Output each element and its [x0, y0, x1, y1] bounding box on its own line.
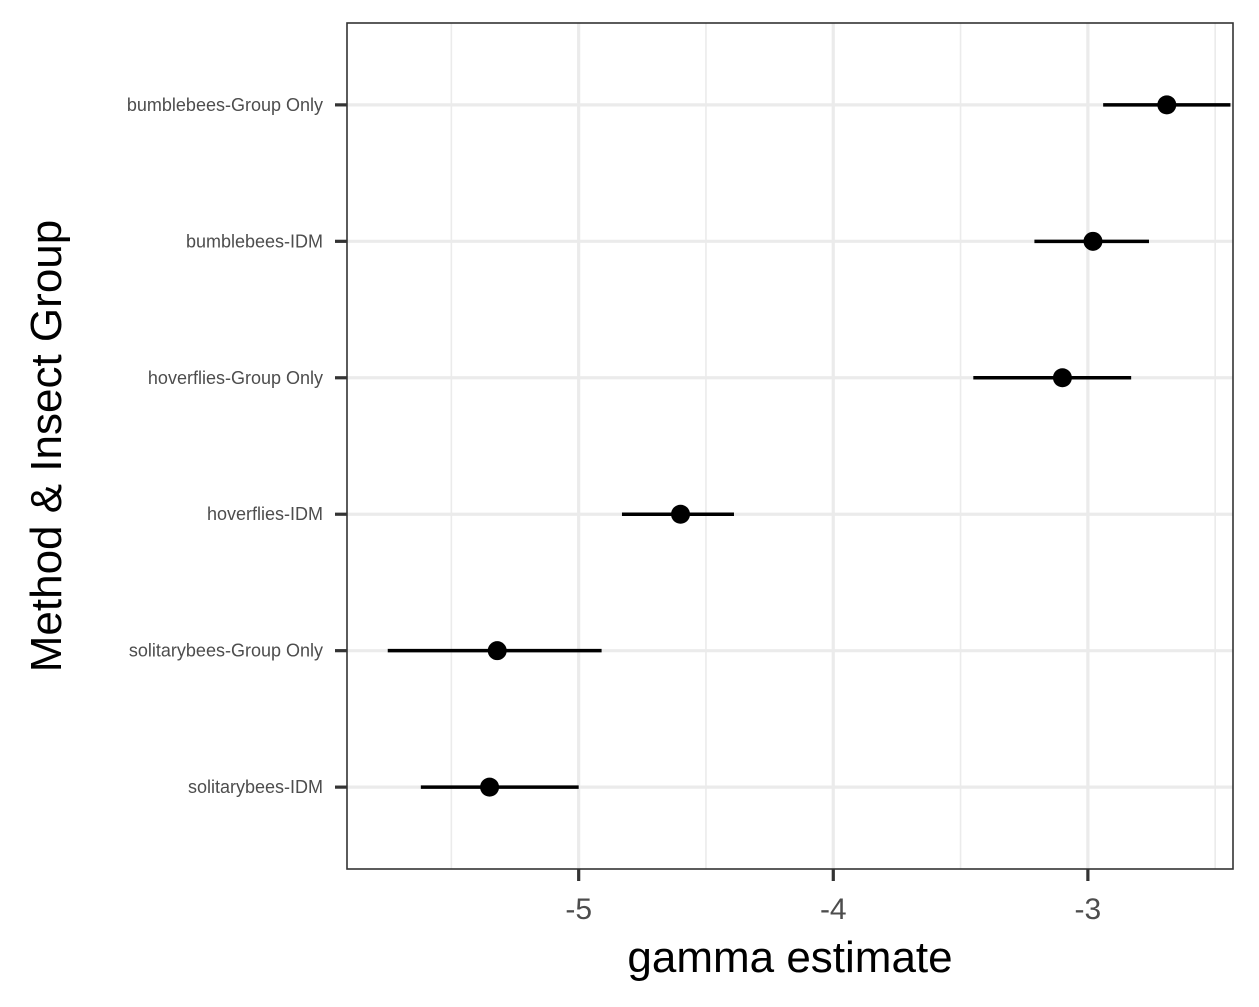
- y-tick-label: solitarybees-Group Only: [129, 641, 323, 661]
- point-estimate: [480, 777, 500, 797]
- x-tick-label: -3: [1075, 893, 1102, 926]
- panel-border: [346, 22, 1234, 870]
- point-estimate: [1052, 368, 1072, 388]
- minor-gridlines: [450, 23, 1216, 869]
- y-axis-title: Method & Insect Group: [22, 220, 71, 672]
- y-tick-label: hoverflies-Group Only: [148, 368, 323, 388]
- x-tick-label: -5: [565, 893, 592, 926]
- x-tick-label: -4: [820, 893, 847, 926]
- y-tick-label: hoverflies-IDM: [207, 504, 323, 524]
- data-marks: [387, 95, 1231, 797]
- y-axis-ticks: bumblebees-Group Only bumblebees-IDM hover…: [127, 95, 347, 797]
- x-axis-ticks: -5 -4 -3: [565, 869, 1101, 926]
- y-tick-label: solitarybees-IDM: [188, 777, 323, 797]
- point-estimate: [1157, 95, 1177, 115]
- major-gridlines: [347, 23, 1233, 869]
- y-tick-label: bumblebees-IDM: [186, 231, 323, 251]
- point-estimate: [1083, 231, 1103, 251]
- x-axis-title: gamma estimate: [627, 933, 952, 982]
- point-estimate: [487, 641, 507, 661]
- y-tick-label: bumblebees-Group Only: [127, 95, 323, 115]
- point-estimate: [671, 504, 691, 524]
